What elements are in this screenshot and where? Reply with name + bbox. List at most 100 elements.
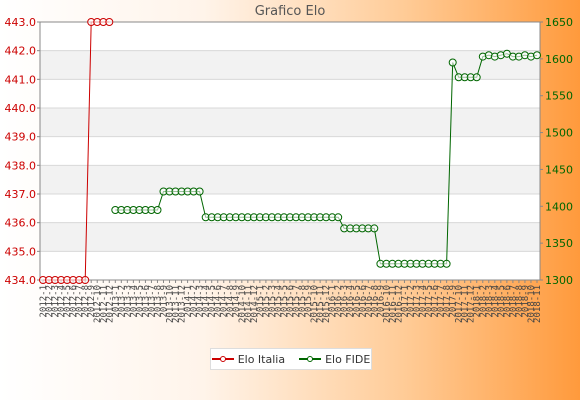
x-tick-label: 2015-9 [304, 285, 314, 318]
x-tick-label: 2013-12 [178, 285, 188, 323]
data-point-elo-italia [105, 18, 114, 26]
y-left-tick-label: 439.0 [5, 131, 37, 144]
x-tick-label: 2018-1 [473, 285, 483, 318]
x-tick-label: 2013-2 [117, 285, 127, 318]
grid-band [40, 108, 540, 137]
data-point-elo-italia [81, 276, 90, 284]
x-tick-label: 2013-9 [159, 285, 169, 318]
x-tick-label: 2015-11 [316, 285, 326, 323]
x-tick-label: 2013-4 [129, 285, 139, 318]
x-tick-label: 2012-6 [69, 285, 79, 318]
x-tick-label: 2012-11 [99, 285, 109, 323]
x-tick-label: 2015-6 [286, 285, 296, 318]
x-tick-label: 2013-3 [123, 285, 133, 318]
x-tick-label: 2012-5 [63, 285, 73, 318]
y-left-tick-label: 434.0 [5, 274, 37, 287]
y-left-tick-label: 436.0 [5, 217, 37, 230]
x-tick-label: 2014-9 [232, 285, 242, 318]
legend-item-elo-fide: Elo FIDE [299, 353, 370, 366]
x-tick-label: 2013-7 [147, 285, 157, 318]
x-tick-label: 2014-6 [214, 285, 224, 318]
x-tick-label: 2015-3 [268, 285, 278, 318]
x-tick-label: 2016-10 [382, 285, 392, 323]
x-tick-label: 2018-4 [491, 285, 501, 318]
x-tick-label: 2012-7 [75, 285, 85, 318]
x-tick-label: 2014-11 [244, 285, 254, 323]
x-tick-label: 2017-8 [443, 285, 453, 318]
x-tick-label: 2012-2 [45, 285, 55, 318]
y-left-tick-label: 442.0 [5, 45, 37, 58]
y-right-tick-label: 1450 [545, 163, 573, 176]
grid-band [40, 165, 540, 194]
x-tick-label: 2015-5 [280, 285, 290, 318]
x-tick-label: 2014-4 [202, 285, 212, 318]
y-left-tick-label: 440.0 [5, 102, 37, 115]
x-tick-label: 2018-8 [515, 285, 525, 318]
x-tick-label: 2017-4 [419, 285, 429, 318]
x-tick-label: 2018-10 [527, 285, 537, 323]
x-tick-label: 2014-7 [220, 285, 230, 318]
x-tick-label: 2016-11 [388, 285, 398, 323]
x-tick-label: 2016-5 [352, 285, 362, 318]
x-tick-label: 2012-8 [81, 285, 91, 318]
x-tick-label: 2018-5 [497, 285, 507, 318]
data-point-elo-fide [195, 187, 204, 196]
y-right-tick-label: 1350 [545, 237, 573, 250]
x-tick-label: 2014-3 [196, 285, 206, 318]
legend-label-elo-italia: Elo Italia [237, 352, 286, 366]
x-tick-label: 2014-8 [226, 285, 236, 318]
x-tick-label: 2016-12 [394, 285, 404, 323]
x-tick-label: 2017-7 [437, 285, 447, 318]
y-left-tick-label: 443.0 [5, 16, 37, 29]
data-point-elo-fide [334, 213, 343, 222]
x-tick-label: 2015-2 [262, 285, 272, 318]
x-tick-label: 2017-11 [461, 285, 471, 323]
y-right-tick-label: 1550 [545, 90, 573, 103]
x-tick-label: 2015-7 [292, 285, 302, 318]
x-tick-label: 2017-3 [413, 285, 423, 318]
x-tick-label: 2018-3 [485, 285, 495, 318]
y-left-tick-label: 435.0 [5, 245, 37, 258]
x-tick-label: 2015-12 [322, 285, 332, 323]
x-tick-label: 2018-9 [521, 285, 531, 318]
x-tick-label: 2012-10 [93, 285, 103, 323]
x-tick-label: 2015-1 [256, 285, 266, 318]
x-tick-label: 2015-4 [274, 285, 284, 318]
x-tick-label: 2014-5 [208, 285, 218, 318]
x-tick-label: 2012-4 [57, 285, 67, 318]
x-tick-label: 2017-5 [425, 285, 435, 318]
x-tick-label: 2016-9 [376, 285, 386, 318]
x-tick-label: 2016-7 [364, 285, 374, 318]
y-right-tick-label: 1300 [545, 274, 573, 287]
x-tick-label: 2016-3 [340, 285, 350, 318]
x-tick-label: 2017-6 [431, 285, 441, 318]
x-tick-label: 2012-3 [51, 285, 61, 318]
x-tick-label: 2014-10 [238, 285, 248, 323]
x-tick-label: 2013-5 [135, 285, 145, 318]
x-tick-label: 2013-8 [153, 285, 163, 318]
grid-band [40, 222, 540, 252]
x-tick-label: 2015-10 [310, 285, 320, 323]
x-tick-label: 2014-1 [184, 285, 194, 318]
x-tick-label: 2016-2 [334, 285, 344, 318]
y-right-tick-label: 1400 [545, 200, 573, 213]
legend-label-elo-fide: Elo FIDE [325, 352, 371, 366]
chart-title: Grafico Elo [254, 4, 326, 19]
data-point-elo-fide [448, 58, 457, 67]
x-tick-label: 2013-1 [111, 285, 121, 318]
x-tick-label: 2014-12 [250, 285, 260, 323]
x-tick-label: 2012-9 [87, 285, 97, 318]
x-tick-label: 2013-11 [172, 285, 182, 323]
y-left-tick-label: 438.0 [5, 159, 37, 172]
y-left-tick-label: 437.0 [5, 188, 37, 201]
data-point-elo-fide [472, 73, 481, 82]
x-tick-label: 2018-6 [503, 285, 513, 318]
x-tick-label: 2018-2 [479, 285, 489, 318]
legend-swatch-elo-italia [211, 355, 234, 363]
x-tick-label: 2012-12 [105, 285, 115, 323]
legend-swatch-elo-fide [299, 355, 322, 363]
x-tick-label: 2016-8 [370, 285, 380, 318]
y-right-tick-label: 1650 [545, 16, 573, 29]
x-tick-label: 2016-1 [328, 285, 338, 318]
